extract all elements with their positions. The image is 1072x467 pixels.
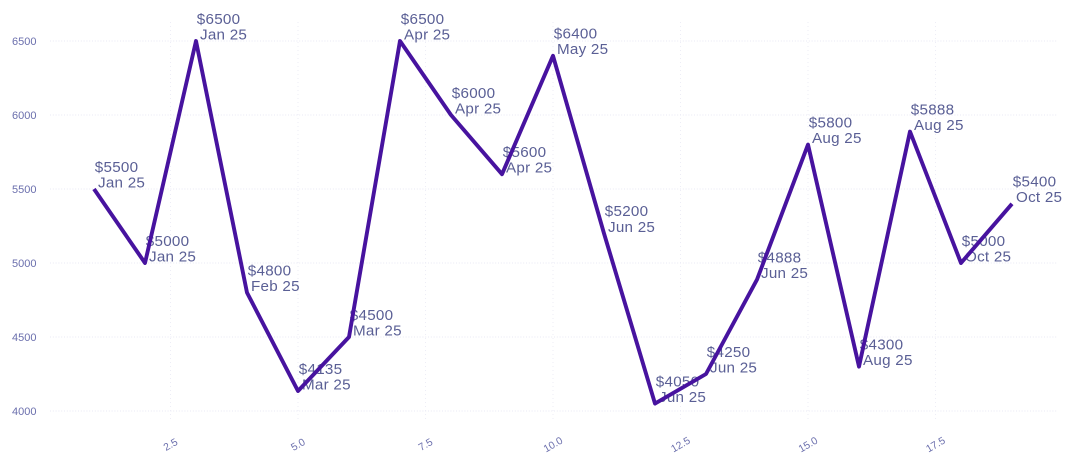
svg-text:$5000: $5000 [146, 233, 189, 250]
svg-text:4000: 4000 [12, 406, 36, 418]
svg-text:$6500: $6500 [197, 11, 240, 28]
svg-text:10.0: 10.0 [542, 435, 565, 455]
svg-text:$5400: $5400 [1013, 174, 1056, 191]
svg-text:Aug 25: Aug 25 [863, 352, 913, 369]
svg-text:6500: 6500 [12, 36, 36, 48]
svg-text:7.5: 7.5 [417, 437, 435, 454]
svg-text:5.0: 5.0 [289, 437, 307, 454]
svg-text:Apr 25: Apr 25 [404, 26, 450, 43]
svg-text:May 25: May 25 [557, 41, 608, 58]
svg-text:Aug 25: Aug 25 [914, 117, 964, 134]
svg-text:5500: 5500 [12, 184, 36, 196]
svg-text:Mar 25: Mar 25 [353, 322, 402, 339]
svg-text:$5888: $5888 [911, 101, 954, 118]
svg-text:15.0: 15.0 [797, 435, 820, 455]
svg-text:$5000: $5000 [962, 233, 1005, 250]
svg-text:Jan 25: Jan 25 [98, 174, 145, 191]
svg-text:Jun 25: Jun 25 [761, 265, 808, 282]
svg-text:17.5: 17.5 [924, 435, 947, 455]
svg-text:$4300: $4300 [860, 336, 903, 353]
svg-text:Feb 25: Feb 25 [251, 278, 300, 295]
svg-text:$5200: $5200 [605, 203, 648, 220]
svg-text:Jun 25: Jun 25 [608, 219, 655, 236]
svg-text:6000: 6000 [12, 110, 36, 122]
svg-text:12.5: 12.5 [669, 435, 692, 455]
svg-text:Jan 25: Jan 25 [200, 26, 247, 43]
svg-text:5000: 5000 [12, 258, 36, 270]
svg-text:2.5: 2.5 [162, 437, 180, 454]
svg-text:$6500: $6500 [401, 11, 444, 28]
svg-text:$6400: $6400 [554, 26, 597, 43]
svg-text:Mar 25: Mar 25 [302, 376, 351, 393]
svg-text:Oct 25: Oct 25 [1016, 189, 1062, 206]
svg-text:$4800: $4800 [248, 262, 291, 279]
svg-text:Aug 25: Aug 25 [812, 130, 862, 147]
svg-text:Jan 25: Jan 25 [149, 248, 196, 265]
svg-text:$6000: $6000 [452, 85, 495, 102]
svg-text:$4500: $4500 [350, 307, 393, 324]
svg-text:Jun 25: Jun 25 [710, 359, 757, 376]
svg-text:Oct 25: Oct 25 [965, 248, 1011, 265]
svg-text:$5500: $5500 [95, 159, 138, 176]
svg-text:Apr 25: Apr 25 [506, 160, 552, 177]
svg-text:4500: 4500 [12, 332, 36, 344]
svg-text:Apr 25: Apr 25 [455, 100, 501, 117]
svg-text:$5800: $5800 [809, 114, 852, 131]
